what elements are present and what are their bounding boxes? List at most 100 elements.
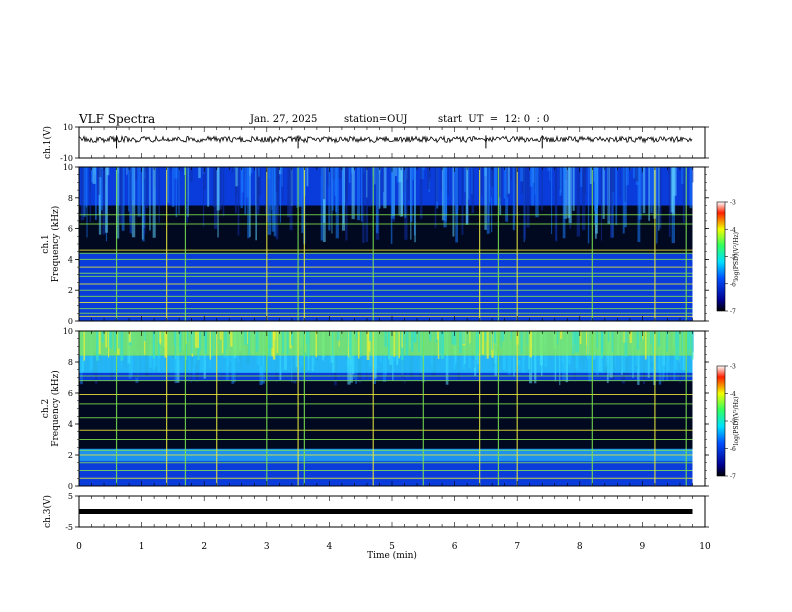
colorbar-tick-label: -5 (730, 254, 736, 261)
spectrogram-streak (602, 167, 605, 219)
spectrogram-streak (98, 167, 102, 178)
colorbar (716, 201, 726, 312)
spectrogram-streak (190, 167, 193, 183)
spectrogram-streak (667, 167, 671, 175)
spectrogram-streak (275, 167, 279, 193)
high-frequency-streak (95, 331, 99, 361)
spectrogram-streak (443, 167, 447, 228)
spectrogram-streak (391, 167, 395, 219)
panel-ylabel: Frequency (kHz) (50, 206, 61, 283)
colorbar-label: log(PSD)(V²/Hz) (733, 232, 740, 281)
high-frequency-streak (108, 331, 111, 348)
high-frequency-streak (393, 331, 396, 357)
spectrogram-streak (634, 167, 639, 182)
x-tick-label: 6 (452, 542, 458, 552)
high-frequency-streak (113, 331, 117, 352)
spectrogram-streak (461, 167, 464, 235)
page-title: VLF Spectra (79, 112, 156, 126)
spectrogram-streak (427, 167, 430, 190)
x-tick-label: 8 (577, 542, 583, 552)
spectrogram-streak (233, 167, 236, 169)
spectrogram-streak (452, 167, 455, 237)
high-frequency-streak (401, 331, 403, 348)
x-tick-label: 7 (514, 542, 520, 552)
high-frequency-streak (315, 331, 317, 358)
y-tick-label: 4 (68, 420, 73, 429)
spectrogram-streak (487, 167, 489, 229)
spectrogram-streak (258, 167, 260, 177)
high-frequency-streak (644, 331, 647, 360)
spectrogram-streak (549, 167, 551, 181)
spectrogram-streak (171, 167, 175, 207)
y-tick-label: 4 (68, 255, 73, 264)
high-frequency-streak (198, 331, 202, 351)
x-tick-label: 2 (201, 542, 207, 552)
spectrogram-streak (625, 167, 629, 186)
high-frequency-streak (526, 331, 528, 346)
high-frequency-streak (195, 331, 197, 348)
spectrogram-streak (611, 167, 615, 193)
high-frequency-streak (629, 331, 632, 343)
spectrogram-streak (506, 167, 510, 194)
colorbar-tick-label: -7 (730, 474, 736, 481)
spectrogram-streak (169, 167, 173, 171)
spectrogram-streak (650, 167, 653, 214)
ch1-waveform-trace (78, 135, 693, 144)
high-frequency-streak (105, 331, 108, 348)
high-frequency-streak (690, 331, 694, 360)
spectrogram-streak (600, 167, 603, 241)
spectrogram-streak (143, 167, 146, 235)
y-tick-label: 8 (68, 194, 73, 203)
spectrogram-streak (366, 167, 368, 198)
high-frequency-fringe (79, 355, 693, 373)
spectrogram-streak (534, 167, 536, 195)
spectrogram-streak (396, 167, 400, 183)
spectrogram-streak (407, 167, 410, 201)
spectrogram-streak (126, 167, 128, 175)
spectrogram-streak (342, 167, 344, 214)
high-frequency-streak (600, 331, 604, 352)
y-tick-label: 10 (63, 327, 73, 336)
spectrogram-streak (559, 167, 563, 196)
spectrogram-streak (638, 167, 642, 220)
spectrogram-streak (237, 167, 240, 236)
spectrogram-streak (247, 167, 250, 239)
high-frequency-streak (221, 331, 224, 354)
high-frequency-streak (624, 331, 628, 357)
high-frequency-streak (451, 331, 454, 345)
high-frequency-streak (83, 331, 85, 361)
high-frequency-streak (579, 331, 582, 345)
spectrogram-streak (202, 167, 205, 227)
panel-ylabel: ch.3(V) (42, 495, 53, 528)
spectrogram-streak (131, 167, 134, 201)
spectrogram-streak (594, 167, 597, 212)
high-frequency-streak (413, 331, 416, 343)
high-frequency-streak (143, 331, 146, 355)
spectrogram-streak (414, 167, 416, 243)
spectrogram-streak (619, 167, 621, 198)
spectrogram-streak (622, 167, 625, 234)
high-frequency-streak (678, 331, 680, 361)
high-frequency-streak (398, 331, 401, 359)
spectrogram-streak (322, 167, 326, 200)
high-frequency-streak (248, 331, 250, 356)
spectrogram-streak (334, 167, 336, 196)
y-tick-label: 2 (68, 286, 73, 295)
spectrogram-streak (541, 167, 543, 211)
spectrogram-streak (266, 167, 270, 222)
spectrogram-streak (499, 167, 503, 206)
spectrogram-streak (281, 167, 283, 187)
spectrogram-streak (301, 167, 304, 233)
spectrogram-streak (587, 167, 590, 244)
high-frequency-streak (510, 331, 513, 340)
spectrogram-streak (137, 167, 141, 217)
high-frequency-streak (355, 331, 358, 339)
spectrogram-streak (466, 167, 469, 225)
high-frequency-streak (164, 331, 168, 358)
panel-ylabel: ch.1(V) (42, 126, 53, 159)
spectrogram-streak (404, 167, 407, 218)
spectrogram-streak (632, 167, 636, 179)
spectrogram-streak (471, 167, 475, 214)
spectrogram-streak (128, 167, 130, 212)
spectrogram-streak (455, 167, 459, 216)
